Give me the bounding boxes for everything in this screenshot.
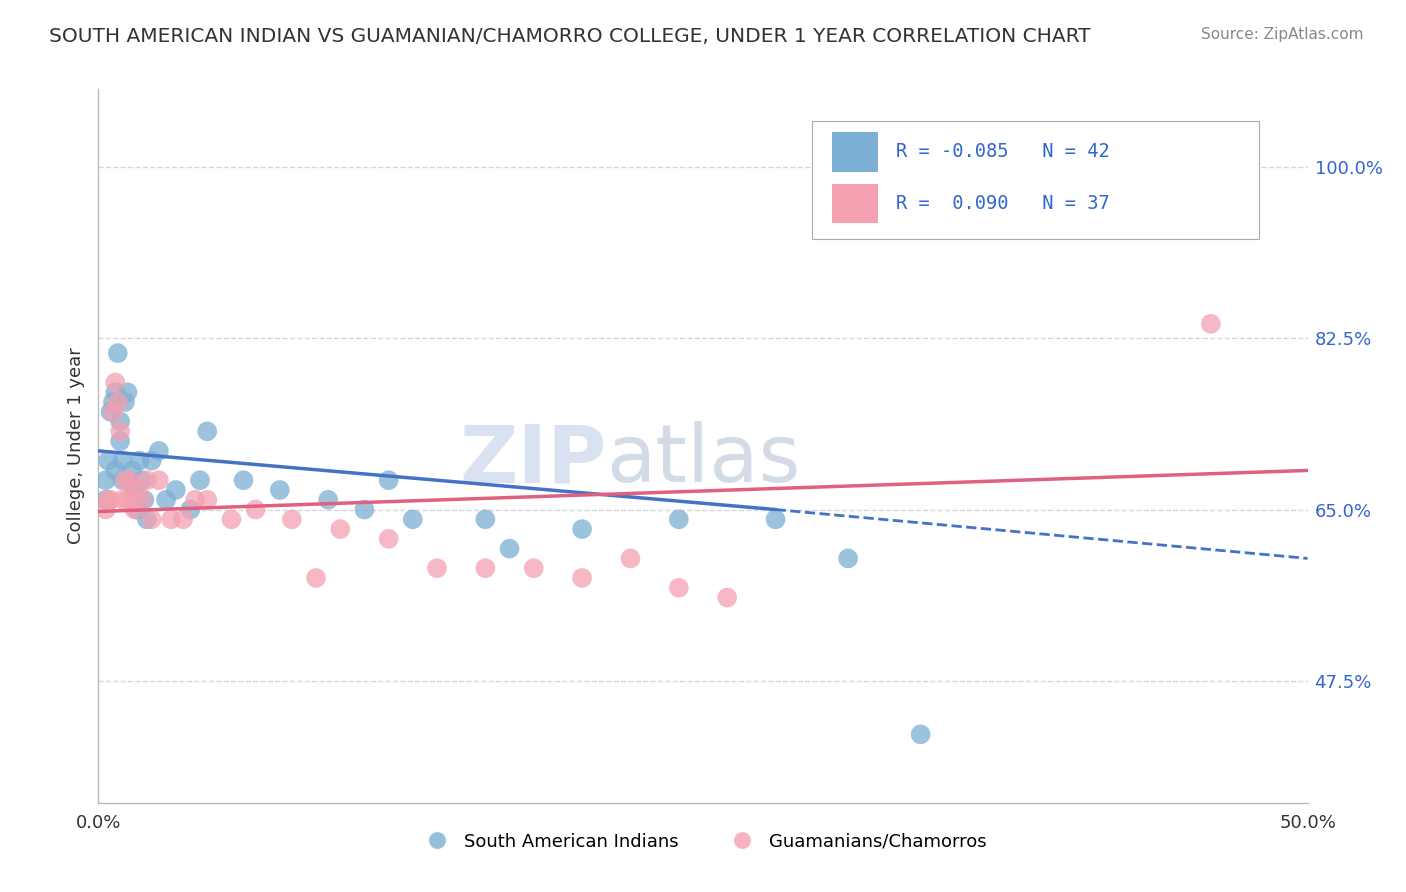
Point — [377, 473, 399, 487]
Point — [148, 473, 170, 487]
Point — [498, 541, 520, 556]
Point — [135, 473, 157, 487]
Point — [111, 492, 134, 507]
Text: ZIP: ZIP — [458, 421, 606, 500]
Point — [114, 395, 136, 409]
Point — [128, 453, 150, 467]
Point — [165, 483, 187, 497]
Point — [94, 492, 117, 507]
FancyBboxPatch shape — [832, 132, 879, 171]
Point — [148, 443, 170, 458]
Point — [131, 473, 153, 487]
Point — [716, 591, 738, 605]
Point — [619, 551, 641, 566]
Point — [118, 473, 141, 487]
Point — [118, 473, 141, 487]
Point — [195, 492, 218, 507]
Point — [1199, 317, 1222, 331]
Point — [104, 376, 127, 390]
Point — [104, 463, 127, 477]
Point — [117, 385, 139, 400]
Point — [221, 512, 243, 526]
Point — [232, 473, 254, 487]
Point — [765, 512, 787, 526]
Point — [184, 492, 207, 507]
Point — [100, 492, 122, 507]
Point — [523, 561, 546, 575]
Point — [377, 532, 399, 546]
Point — [329, 522, 352, 536]
Point — [269, 483, 291, 497]
Point — [402, 512, 425, 526]
Point — [160, 512, 183, 526]
Point — [135, 512, 157, 526]
Point — [127, 483, 149, 497]
Point — [101, 405, 124, 419]
Point — [155, 492, 177, 507]
Point — [108, 434, 131, 449]
Text: Source: ZipAtlas.com: Source: ZipAtlas.com — [1201, 27, 1364, 42]
Point — [117, 492, 139, 507]
Text: atlas: atlas — [606, 421, 800, 500]
Point — [316, 492, 339, 507]
Point — [837, 551, 859, 566]
Text: R =  0.090   N = 37: R = 0.090 N = 37 — [897, 194, 1111, 213]
Point — [107, 395, 129, 409]
Point — [910, 727, 932, 741]
Point — [426, 561, 449, 575]
Point — [141, 453, 163, 467]
Point — [134, 492, 156, 507]
FancyBboxPatch shape — [832, 184, 879, 223]
Point — [245, 502, 267, 516]
Point — [124, 483, 146, 497]
Point — [107, 346, 129, 360]
Point — [668, 581, 690, 595]
Point — [121, 463, 143, 477]
Point — [114, 473, 136, 487]
Point — [474, 561, 496, 575]
Point — [94, 473, 117, 487]
Legend: South American Indians, Guamanians/Chamorros: South American Indians, Guamanians/Chamo… — [412, 826, 994, 858]
Point — [97, 453, 120, 467]
FancyBboxPatch shape — [811, 121, 1260, 239]
Point — [571, 571, 593, 585]
Point — [305, 571, 328, 585]
Point — [121, 492, 143, 507]
Point — [124, 502, 146, 516]
Point — [104, 385, 127, 400]
Point — [97, 492, 120, 507]
Point — [131, 492, 153, 507]
Point — [571, 522, 593, 536]
Point — [100, 405, 122, 419]
Text: SOUTH AMERICAN INDIAN VS GUAMANIAN/CHAMORRO COLLEGE, UNDER 1 YEAR CORRELATION CH: SOUTH AMERICAN INDIAN VS GUAMANIAN/CHAMO… — [49, 27, 1091, 45]
Point — [353, 502, 375, 516]
Point — [179, 502, 201, 516]
Text: R = -0.085   N = 42: R = -0.085 N = 42 — [897, 143, 1111, 161]
Point — [188, 473, 211, 487]
Point — [141, 512, 163, 526]
Point — [668, 512, 690, 526]
Point — [111, 473, 134, 487]
Point — [108, 425, 131, 439]
Point — [281, 512, 304, 526]
Y-axis label: College, Under 1 year: College, Under 1 year — [66, 348, 84, 544]
Point — [172, 512, 194, 526]
Point — [101, 395, 124, 409]
Point — [108, 415, 131, 429]
Point — [474, 512, 496, 526]
Point — [127, 502, 149, 516]
Point — [195, 425, 218, 439]
Point — [94, 502, 117, 516]
Point — [111, 453, 134, 467]
